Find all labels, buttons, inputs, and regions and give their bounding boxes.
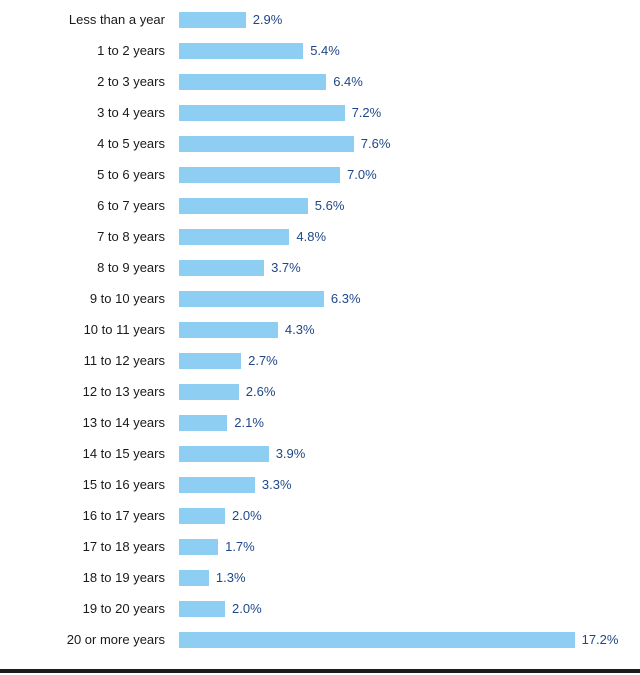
bar [179, 104, 345, 121]
bar [179, 538, 219, 555]
category-label: 3 to 4 years [97, 105, 165, 120]
bar [179, 569, 209, 586]
value-label: 7.0% [347, 167, 377, 182]
value-label: 3.7% [271, 260, 301, 275]
value-label: 7.6% [360, 136, 391, 151]
value-label: 3.3% [261, 477, 292, 492]
value-label: 2.7% [248, 353, 278, 368]
bar [179, 507, 225, 524]
category-label: 4 to 5 years [97, 136, 165, 151]
bar [179, 476, 255, 493]
value-label: 2.6% [245, 384, 276, 399]
value-label: 1.7% [225, 539, 255, 554]
bar [179, 135, 354, 152]
category-label: 6 to 7 years [97, 198, 165, 213]
chart-row: 17 to 18 years 1.7% [0, 531, 640, 562]
chart-row: 12 to 13 years 2.6% [0, 376, 640, 407]
bar [179, 259, 265, 276]
category-label: 11 to 12 years [83, 353, 165, 368]
chart-row: 13 to 14 years 2.1% [0, 407, 640, 438]
chart-row: Less than a year 2.9% [0, 4, 640, 35]
chart-row: 11 to 12 years 2.7% [0, 345, 640, 376]
chart-row: 14 to 15 years 3.9% [0, 438, 640, 469]
bar [179, 321, 278, 338]
value-label: 2.9% [252, 12, 283, 27]
bar [179, 631, 575, 648]
category-label: 13 to 14 years [82, 415, 165, 430]
chart-row: 20 or more years 17.2% [0, 624, 640, 655]
chart-row: 15 to 16 years 3.3% [0, 469, 640, 500]
category-label: 12 to 13 years [82, 384, 165, 399]
bar [179, 383, 239, 400]
category-label: 14 to 15 years [82, 446, 165, 461]
category-label: 2 to 3 years [97, 74, 165, 89]
category-label: 18 to 19 years [82, 570, 165, 585]
chart-row: 2 to 3 years 6.4% [0, 66, 640, 97]
value-label: 5.4% [310, 43, 340, 58]
bar [179, 445, 269, 462]
category-label: 9 to 10 years [89, 291, 165, 306]
category-label: 17 to 18 years [82, 539, 165, 554]
value-label: 2.0% [232, 508, 262, 523]
bar [179, 228, 290, 245]
value-label: 17.2% [581, 632, 619, 647]
bar [179, 11, 246, 28]
category-label: 10 to 11 years [83, 322, 165, 337]
value-label: 5.6% [314, 198, 345, 213]
chart-row: 8 to 9 years 3.7% [0, 252, 640, 283]
category-label: 19 to 20 years [82, 601, 165, 616]
category-label: 20 or more years [66, 632, 165, 647]
bar [179, 42, 304, 59]
value-label: 6.4% [333, 74, 363, 89]
value-label: 4.3% [284, 322, 315, 337]
bar [179, 600, 225, 617]
bar [179, 352, 242, 369]
x-axis-line [0, 669, 640, 673]
value-label: 4.8% [296, 229, 327, 244]
chart-row: 3 to 4 years 7.2% [0, 97, 640, 128]
category-label: 7 to 8 years [97, 229, 165, 244]
chart-row: 18 to 19 years 1.3% [0, 562, 640, 593]
value-label: 2.1% [234, 415, 264, 430]
value-label: 3.9% [275, 446, 306, 461]
chart-row: 19 to 20 years 2.0% [0, 593, 640, 624]
category-label: 16 to 17 years [82, 508, 165, 523]
chart-rows: Less than a year 2.9% 1 to 2 years 5.4% 2 to… [0, 4, 640, 655]
chart-row: 6 to 7 years 5.6% [0, 190, 640, 221]
category-label: 8 to 9 years [97, 260, 165, 275]
chart-row: 10 to 11 years 4.3% [0, 314, 640, 345]
value-label: 6.3% [330, 291, 361, 306]
value-label: 1.3% [215, 570, 246, 585]
value-label: 7.2% [351, 105, 382, 120]
chart-row: 16 to 17 years 2.0% [0, 500, 640, 531]
category-label: 15 to 16 years [82, 477, 165, 492]
category-label: 5 to 6 years [97, 167, 165, 182]
category-label: Less than a year [68, 12, 165, 27]
chart-row: 9 to 10 years 6.3% [0, 283, 640, 314]
bar [179, 414, 228, 431]
bar [179, 290, 324, 307]
chart-row: 5 to 6 years 7.0% [0, 159, 640, 190]
chart-row: 1 to 2 years 5.4% [0, 35, 640, 66]
bar [179, 197, 308, 214]
value-label: 2.0% [232, 601, 262, 616]
chart-row: 4 to 5 years 7.6% [0, 128, 640, 159]
chart-row: 7 to 8 years 4.8% [0, 221, 640, 252]
category-label: 1 to 2 years [97, 43, 165, 58]
bar [179, 73, 327, 90]
bar [179, 166, 340, 183]
